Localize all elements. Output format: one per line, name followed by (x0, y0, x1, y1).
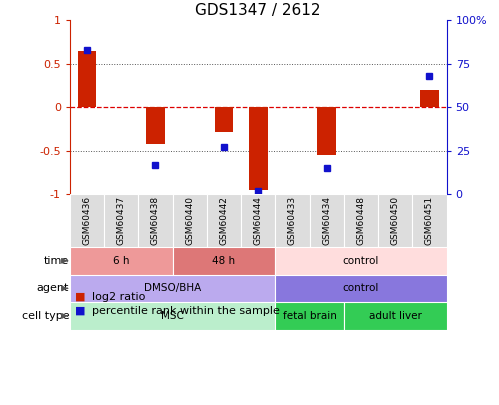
Bar (70, 194, 104, 247)
Bar (70, 275, 275, 302)
Text: GSM60444: GSM60444 (253, 196, 263, 245)
Text: cell type: cell type (21, 311, 69, 321)
Text: GSM60442: GSM60442 (220, 196, 229, 245)
Bar (249, 107, 267, 190)
Bar (420, 90, 439, 107)
Bar (378, 194, 412, 247)
Bar (412, 194, 447, 247)
Bar (70, 247, 173, 275)
Bar (275, 302, 344, 330)
Bar (309, 194, 344, 247)
Text: ■: ■ (75, 306, 85, 316)
Bar (173, 194, 207, 247)
Bar (317, 107, 336, 155)
Text: GSM60436: GSM60436 (82, 196, 91, 245)
Bar (146, 107, 165, 144)
Bar (344, 194, 378, 247)
Text: GSM60451: GSM60451 (425, 196, 434, 245)
Text: DMSO/BHA: DMSO/BHA (144, 284, 201, 293)
Bar (344, 302, 447, 330)
Text: percentile rank within the sample: percentile rank within the sample (92, 306, 280, 316)
Bar (138, 194, 173, 247)
Text: 6 h: 6 h (113, 256, 129, 266)
Bar (77, 51, 96, 107)
Text: control: control (343, 256, 379, 266)
Text: log2 ratio: log2 ratio (92, 292, 146, 302)
Bar (275, 275, 447, 302)
Text: control: control (343, 284, 379, 293)
Bar (275, 194, 309, 247)
Bar (70, 302, 275, 330)
Bar (173, 247, 275, 275)
Text: fetal brain: fetal brain (282, 311, 336, 321)
Text: GSM60440: GSM60440 (185, 196, 194, 245)
Bar (241, 194, 275, 247)
Text: adult liver: adult liver (369, 311, 422, 321)
Text: agent: agent (37, 284, 69, 293)
Title: GDS1347 / 2612: GDS1347 / 2612 (196, 3, 321, 18)
Bar (207, 194, 241, 247)
Text: ■: ■ (75, 292, 85, 302)
Bar (275, 247, 447, 275)
Text: GSM60434: GSM60434 (322, 196, 331, 245)
Text: GSM60450: GSM60450 (391, 196, 400, 245)
Text: GSM60438: GSM60438 (151, 196, 160, 245)
Bar (215, 107, 234, 132)
Text: GSM60433: GSM60433 (288, 196, 297, 245)
Bar (104, 194, 138, 247)
Text: GSM60437: GSM60437 (117, 196, 126, 245)
Text: 48 h: 48 h (213, 256, 236, 266)
Text: time: time (44, 256, 69, 266)
Text: GSM60448: GSM60448 (356, 196, 365, 245)
Text: MSC: MSC (161, 311, 184, 321)
